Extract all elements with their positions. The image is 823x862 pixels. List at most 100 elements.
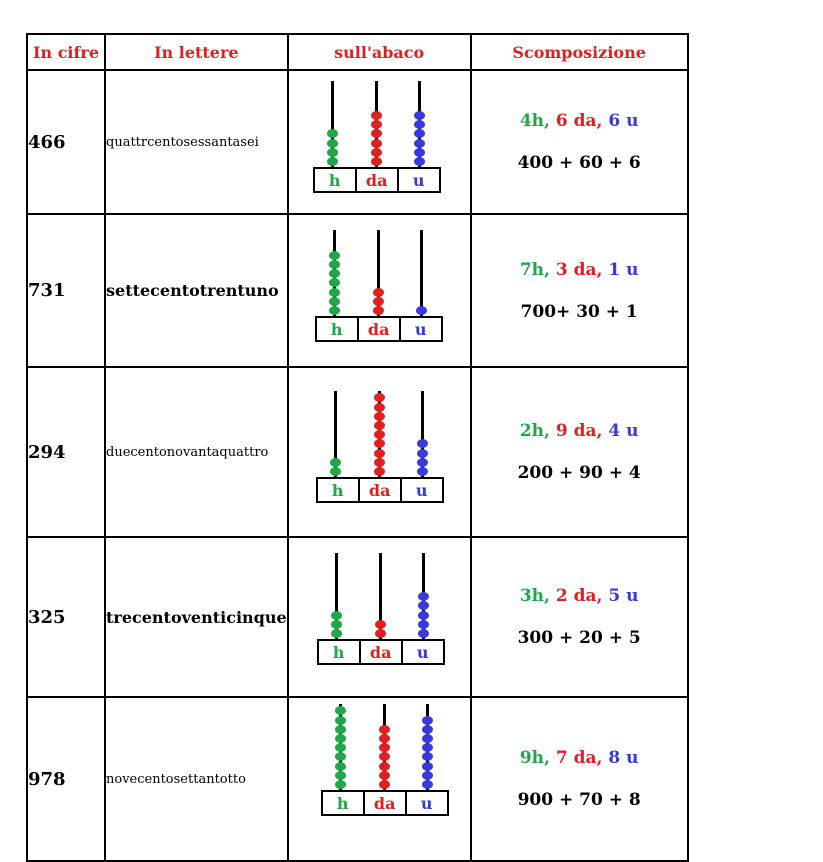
hundreds-value: 7h, bbox=[519, 259, 550, 280]
abacus-bead-da bbox=[373, 430, 385, 440]
tens-value: 9 da, bbox=[555, 421, 603, 441]
number-digits: 466 bbox=[26, 69, 106, 215]
abacus-bead-h bbox=[334, 780, 346, 789]
number-digits: 978 bbox=[26, 696, 106, 862]
abacus-bead-u bbox=[421, 770, 433, 780]
abacus-rod-h bbox=[334, 553, 338, 639]
abacus-bead-da bbox=[370, 147, 382, 157]
abacus-bead-da bbox=[370, 138, 382, 148]
abacus-bead-h bbox=[326, 157, 338, 166]
number-digits: 325 bbox=[26, 536, 106, 698]
abacus-bead-u bbox=[421, 780, 433, 789]
abacus-bead-da bbox=[373, 448, 385, 458]
abacus-label-da: da bbox=[358, 641, 401, 663]
abacus-base: h da u bbox=[320, 790, 449, 816]
abacus-bead-u bbox=[413, 120, 425, 130]
abacus-bead-h bbox=[329, 457, 341, 467]
abacus-bead-u bbox=[416, 457, 428, 467]
abacus-rod-u bbox=[420, 391, 424, 477]
units-value: 4 u bbox=[608, 421, 639, 441]
abacus-bead-u bbox=[417, 592, 429, 602]
place-value-digits: 3h, 2 da, 5 u bbox=[472, 586, 687, 606]
hundreds-value: 9h, bbox=[519, 748, 550, 768]
abacus-label-u: u bbox=[404, 792, 447, 814]
abacus-bead-u bbox=[421, 752, 433, 762]
abacus-bead-u bbox=[417, 610, 429, 620]
hundreds-value: 4h, bbox=[519, 111, 550, 131]
abacus-bead-da bbox=[378, 724, 390, 734]
place-value-table: In cifre In lettere sull'abaco Scomposiz… bbox=[26, 33, 689, 862]
abacus-bead-da bbox=[378, 734, 390, 743]
abacus-bead-da bbox=[378, 770, 390, 780]
header-in-cifre: In cifre bbox=[26, 33, 106, 71]
abacus-label-h: h bbox=[331, 481, 344, 500]
abacus-bead-u bbox=[413, 129, 425, 139]
expanded-sum: 700+ 30 + 1 bbox=[520, 301, 638, 322]
abacus-rod-h bbox=[330, 81, 334, 167]
abacus-rod-da bbox=[376, 230, 380, 316]
abacus-bead-da bbox=[373, 439, 385, 449]
abacus-bead-u bbox=[421, 715, 433, 725]
abacus-bead-da bbox=[373, 393, 385, 403]
abacus: h da u bbox=[314, 230, 445, 350]
tens-value: 6 da, bbox=[555, 111, 603, 131]
abacus-bead-da bbox=[370, 120, 382, 130]
abacus-bead-h bbox=[328, 269, 340, 279]
abacus-bead-h bbox=[330, 610, 342, 620]
abacus-bead-h bbox=[326, 129, 338, 139]
decomposition-cell: 7h, 3 da, 1 u 700+ 30 + 1 bbox=[469, 213, 689, 368]
abacus-bead-h bbox=[328, 296, 340, 306]
number-words: novecentosettantotto bbox=[104, 696, 289, 862]
abacus-bead-da bbox=[378, 752, 390, 762]
hundreds-value: 2h, bbox=[519, 421, 550, 441]
abacus-bead-u bbox=[416, 448, 428, 458]
abacus-bead-da bbox=[373, 411, 385, 421]
abacus-label-u: u bbox=[399, 479, 442, 501]
abacus-bead-h bbox=[326, 138, 338, 148]
abacus-bead-h bbox=[328, 278, 340, 288]
units-value: 5 u bbox=[608, 586, 639, 606]
decomposition-cell: 3h, 2 da, 5 u 300 + 20 + 5 bbox=[469, 536, 689, 698]
abacus-bead-da bbox=[373, 457, 385, 467]
place-value-digits: 2h, 9 da, 4 u bbox=[472, 421, 687, 441]
abacus-bead-da bbox=[370, 129, 382, 139]
abacus-bead-u bbox=[413, 111, 425, 120]
abacus-rod-u bbox=[419, 230, 423, 316]
abacus-bead-h bbox=[329, 467, 341, 476]
abacus-bead-h bbox=[328, 287, 340, 297]
place-value-digits: 4h, 6 da, 6 u bbox=[472, 111, 687, 131]
abacus-label-da: da bbox=[357, 479, 400, 501]
abacus-bead-h bbox=[330, 619, 342, 629]
expanded-sum: 400 + 60 + 6 bbox=[517, 153, 641, 173]
abacus-label-u: u bbox=[398, 318, 441, 340]
tens-value: 2 da, bbox=[555, 586, 603, 606]
abacus-bead-da bbox=[372, 306, 384, 315]
abacus-bead-h bbox=[334, 761, 346, 771]
abacus-bead-u bbox=[421, 734, 433, 743]
number-digits: 294 bbox=[26, 366, 106, 538]
abacus-bead-h bbox=[330, 629, 342, 638]
expanded-sum: 200 + 90 + 4 bbox=[517, 463, 641, 483]
tens-value: 7 da, bbox=[555, 748, 603, 768]
abacus-bead-da bbox=[374, 619, 386, 629]
header-scomposizione: Scomposizione bbox=[469, 33, 689, 71]
abacus-bead-h bbox=[328, 250, 340, 260]
abacus-label-da: da bbox=[356, 318, 399, 340]
abacus-bead-u bbox=[421, 761, 433, 771]
abacus-bead-da bbox=[372, 287, 384, 297]
table-row: 978 novecentosettantotto h da u 9h, 7 da, … bbox=[26, 696, 689, 862]
table-row: 731 settecentotrentuno h da u 7h, 3 da, 1 … bbox=[26, 213, 689, 368]
abacus: h da u bbox=[320, 704, 451, 824]
abacus-label-da: da bbox=[362, 792, 405, 814]
abacus-base: h da u bbox=[312, 167, 441, 193]
tens-value: 3 da, bbox=[555, 259, 603, 280]
abacus-bead-da bbox=[373, 467, 385, 476]
abacus-bead-h bbox=[334, 715, 346, 725]
abacus-bead-da bbox=[373, 402, 385, 412]
abacus-bead-h bbox=[334, 734, 346, 743]
abacus-label-h: h bbox=[336, 794, 349, 813]
number-words: settecentotrentuno bbox=[104, 213, 289, 368]
header-in-lettere: In lettere bbox=[104, 33, 289, 71]
header-row: In cifre In lettere sull'abaco Scomposiz… bbox=[26, 33, 689, 71]
abacus-bead-u bbox=[417, 619, 429, 629]
